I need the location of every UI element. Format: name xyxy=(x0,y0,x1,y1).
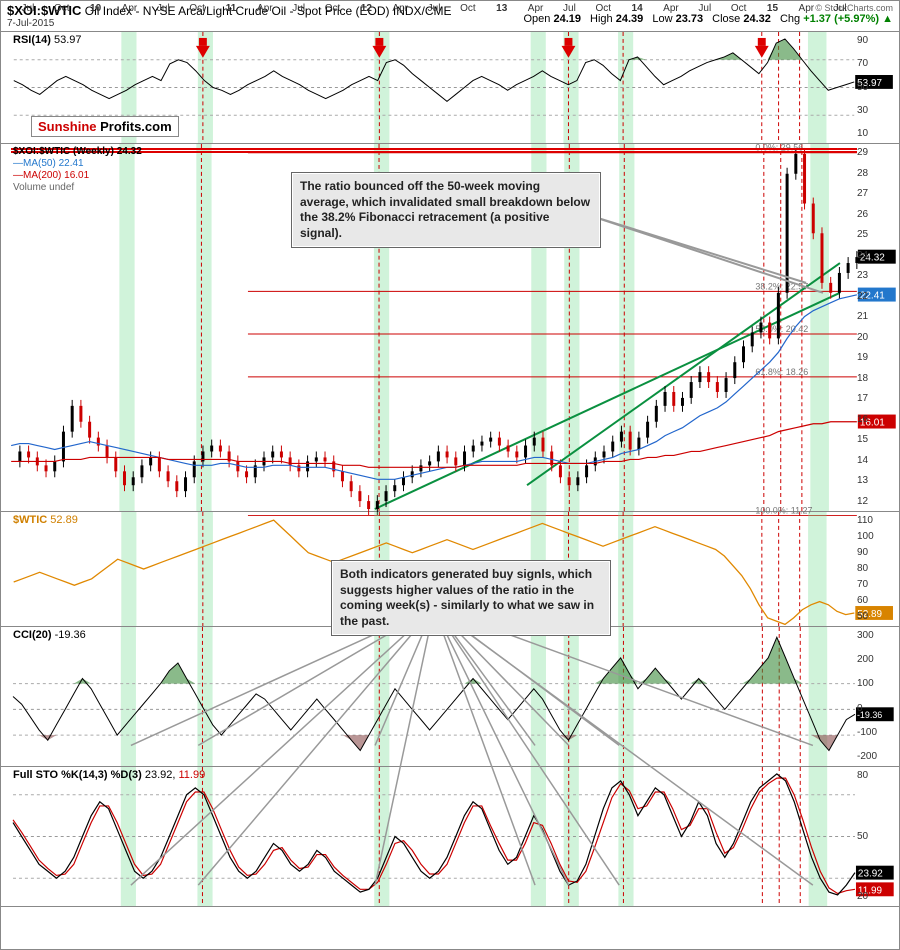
callout-price: The ratio bounced off the 50-week moving… xyxy=(291,172,601,248)
price-legend: $XOI:$WTIC (Weekly) 24.32 —MA(50) 22.41 … xyxy=(13,146,142,194)
callout-indicators: Both indicators generated buy signls, wh… xyxy=(331,560,611,636)
stock-chart: $XOI:$WTIC Oil Index - NYSE Arca/Light C… xyxy=(0,0,900,950)
watermark: Sunshine Profits.com xyxy=(31,116,179,137)
x-axis: JulOct10AprJulOct11AprJulOct12AprJulOct1… xyxy=(1,907,899,929)
